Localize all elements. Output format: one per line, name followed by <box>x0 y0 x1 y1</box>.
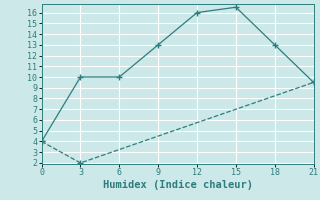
X-axis label: Humidex (Indice chaleur): Humidex (Indice chaleur) <box>103 180 252 190</box>
